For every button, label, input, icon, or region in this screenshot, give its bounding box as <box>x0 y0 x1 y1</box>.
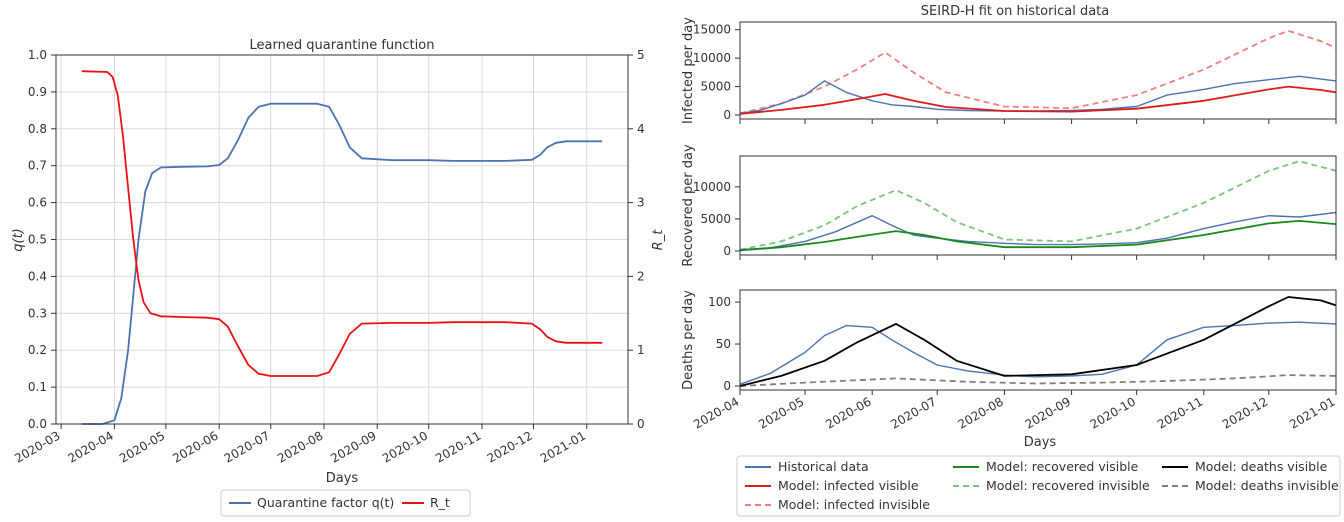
quarantine-ytick-left: 0.4 <box>28 269 47 283</box>
seirdh-ytick: 5000 <box>700 212 731 226</box>
quarantine-xtick: 2021-01 <box>538 428 588 465</box>
quarantine-ytick-left: 0.1 <box>28 380 47 394</box>
quarantine-xtick: 2020-11 <box>433 428 483 465</box>
series-line-model-infected-invisible-panel1 <box>739 29 1337 115</box>
seirdh-chart-title: SEIRD-H fit on historical data <box>921 4 1109 19</box>
seirdh-panel-ylabel: Deaths per day <box>681 290 696 390</box>
quarantine-chart-legend: Quarantine factor q(t) R_t <box>220 489 471 517</box>
seirdh-xtick: 2020-10 <box>1088 394 1138 431</box>
seirdh-xtick: 2020-05 <box>756 394 806 431</box>
series-line-model-deaths-visible-panel3 <box>739 296 1337 387</box>
seirdh-xtick: 2020-11 <box>1155 394 1205 431</box>
seirdh-ytick: 0 <box>723 108 731 122</box>
seirdh-ytick: 10000 <box>693 51 731 65</box>
seirdh-ytick: 15000 <box>693 23 731 37</box>
series-line-model-infected-visible-panel1 <box>739 85 1337 115</box>
legend-label-model-recovered-invisible: Model: recovered invisible <box>986 478 1150 493</box>
seirdh-panel-frame <box>739 21 1337 120</box>
legend-label-model-recovered-visible: Model: recovered visible <box>986 459 1139 474</box>
quarantine-xtick: 2020-09 <box>328 428 378 465</box>
quarantine-chart: Learned quarantine function Days q(t) R_… <box>11 38 666 486</box>
series-line-r-t <box>81 70 603 377</box>
series-line-model-deaths-invisible-panel3 <box>739 374 1337 387</box>
series-line-historical-data-panel2 <box>739 211 1337 251</box>
quarantine-xtick: 2020-06 <box>170 428 220 465</box>
quarantine-ytick-left: 1.0 <box>28 48 47 62</box>
legend-label-rt: R_t <box>430 495 450 510</box>
seirdh-ytick: 0 <box>723 244 731 258</box>
legend-label-model-deaths-visible: Model: deaths visible <box>1195 459 1328 474</box>
seirdh-panel-ylabel: Recovered per day <box>681 144 696 267</box>
seirdh-chart: SEIRD-H fit on historical data 050001000… <box>681 4 1338 450</box>
legend-label-model-infected-visible: Model: infected visible <box>778 478 919 493</box>
quarantine-xtick: 2020-10 <box>380 428 430 465</box>
seirdh-ytick: 50 <box>716 337 731 351</box>
quarantine-xtick: 2020-07 <box>222 428 272 465</box>
legend-label-quarantine-factor: Quarantine factor q(t) <box>257 495 394 510</box>
quarantine-chart-xlabel: Days <box>326 471 359 486</box>
quarantine-xtick: 2020-08 <box>275 428 325 465</box>
seirdh-legend-box <box>736 455 1341 517</box>
series-line-quarantine-factor-q-t <box>81 102 603 425</box>
quarantine-ytick-left: 0.8 <box>28 122 47 136</box>
legend-label-model-deaths-invisible: Model: deaths invisible <box>1195 478 1339 493</box>
seirdh-ytick: 10000 <box>693 180 731 194</box>
seirdh-xtick: 2020-04 <box>691 394 741 431</box>
seirdh-xtick: 2020-08 <box>955 394 1005 431</box>
quarantine-ytick-left: 0.5 <box>28 233 47 247</box>
seirdh-ytick: 100 <box>708 295 731 309</box>
legend-label-historical-data: Historical data <box>778 459 869 474</box>
quarantine-xtick: 2020-12 <box>485 428 535 465</box>
quarantine-xtick: 2020-03 <box>12 428 62 465</box>
quarantine-ytick-right: 3 <box>637 196 645 210</box>
seirdh-xtick: 2020-06 <box>823 394 873 431</box>
quarantine-ytick-right: 1 <box>637 343 645 357</box>
quarantine-ytick-left: 0.2 <box>28 343 47 357</box>
seirdh-chart-legend: Historical data Model: recovered visible M… <box>736 455 1341 517</box>
quarantine-ytick-right: 2 <box>637 269 645 283</box>
quarantine-chart-ylabel-right: R_t <box>651 229 666 251</box>
seirdh-xtick: 2020-09 <box>1023 394 1073 431</box>
quarantine-xtick: 2020-04 <box>65 428 115 465</box>
seirdh-xtick: 2021-01 <box>1287 394 1337 431</box>
quarantine-xtick: 2020-05 <box>117 428 167 465</box>
quarantine-ytick-right: 0 <box>637 417 645 431</box>
seirdh-chart-xlabel: Days <box>1024 435 1057 450</box>
seirdh-panel-ylabel: Infected per day <box>681 17 696 124</box>
seirdh-xtick: 2020-12 <box>1220 394 1270 431</box>
seirdh-xticks: 2020-04 2020-05 2020-06 2020-07 2020-08 2020-… <box>691 394 1337 431</box>
seirdh-panel-3: 0 50 100 Deaths per day <box>681 289 1337 395</box>
seirdh-ytick: 5000 <box>700 80 731 94</box>
series-line-historical-data-panel1 <box>739 75 1337 114</box>
quarantine-ytick-left: 0.0 <box>28 417 47 431</box>
quarantine-ytick-left: 0.6 <box>28 196 47 210</box>
seirdh-xtick: 2020-07 <box>888 394 938 431</box>
quarantine-ytick-right: 5 <box>637 48 645 62</box>
seirdh-panel-frame <box>739 289 1337 391</box>
seirdh-ytick: 0 <box>723 379 731 393</box>
legend-label-model-infected-invisible: Model: infected invisible <box>778 497 930 512</box>
quarantine-legend-box <box>220 489 471 517</box>
quarantine-chart-ylabel-left: q(t) <box>11 228 26 252</box>
quarantine-ytick-left: 0.9 <box>28 85 47 99</box>
quarantine-ytick-left: 0.7 <box>28 159 47 173</box>
quarantine-chart-title: Learned quarantine function <box>250 38 435 53</box>
quarantine-ytick-right: 4 <box>637 122 645 136</box>
seirdh-panel-frame <box>739 155 1337 256</box>
series-line-model-recovered-visible-panel2 <box>739 219 1337 252</box>
quarantine-ytick-left: 0.3 <box>28 306 47 320</box>
quarantine-chart-frame <box>55 54 629 425</box>
series-line-model-recovered-invisible-panel2 <box>739 160 1337 251</box>
